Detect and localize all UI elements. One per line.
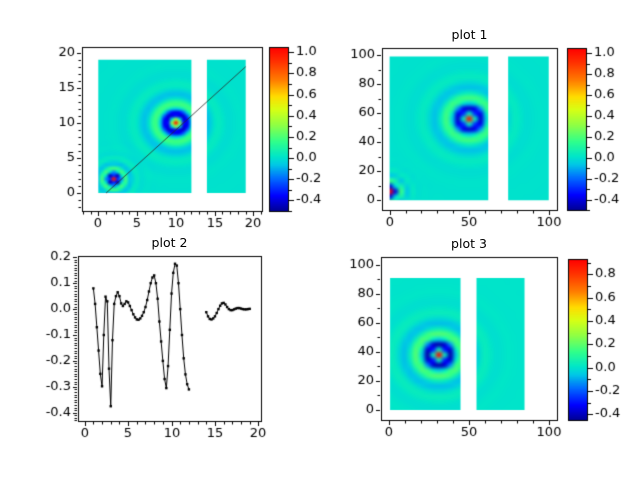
subplot-title-plot-3: plot 3: [451, 235, 487, 251]
subplot-title-plot-2: plot 2: [151, 234, 188, 250]
subplot-title-plot-1: plot 1: [451, 26, 488, 42]
